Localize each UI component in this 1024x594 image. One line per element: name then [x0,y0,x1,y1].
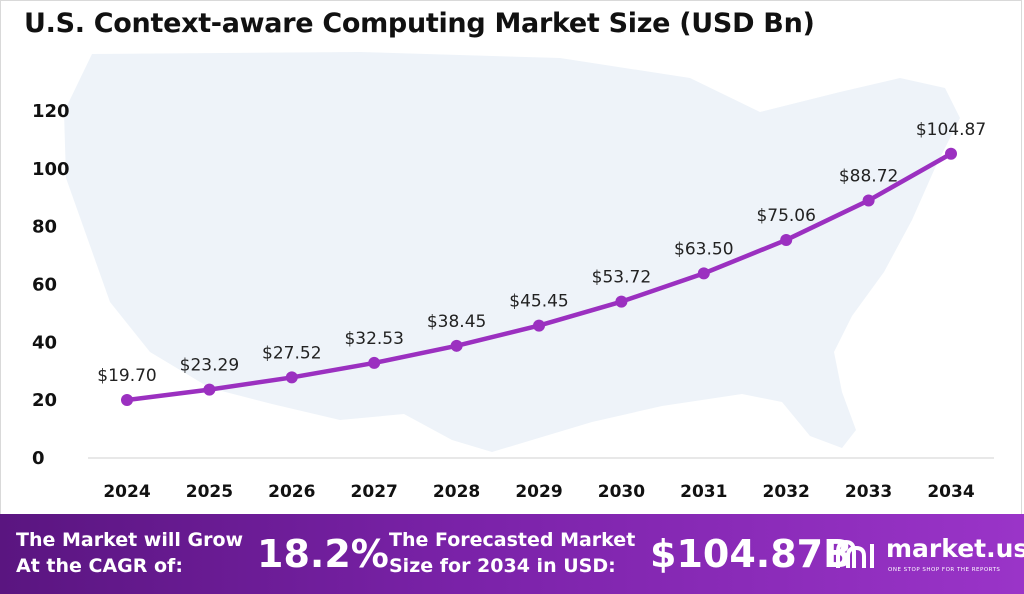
us-map-silhouette [64,52,960,452]
data-label: $27.52 [262,343,321,363]
brand-tagline: ONE STOP SHOP FOR THE REPORTS [888,567,1001,573]
data-labels: $19.70 $23.29 $27.52 $32.53 $38.45 $45.45 $53.… [97,120,986,386]
data-point [121,394,133,407]
y-tick-label: 100 [32,159,70,180]
data-label: $75.06 [756,206,815,226]
data-point [780,233,793,246]
chart-title: U.S. Context-aware Computing Market Size… [24,8,815,39]
x-tick-label: 2026 [268,482,315,502]
data-label: $23.29 [180,356,239,376]
y-tick-label: 40 [32,332,57,353]
market-us-logo-icon [836,539,874,568]
forecast-caption: The Forecasted Market Size for 2034 in U… [389,527,635,579]
data-point [615,295,628,308]
x-tick-label: 2029 [515,482,562,502]
y-tick-label: 20 [32,390,57,411]
cagr-caption-line1: The Market will Grow [16,529,244,551]
x-tick-label: 2034 [927,482,974,502]
cagr-caption-line2: At the CAGR of: [16,555,183,577]
x-tick-label: 2032 [763,482,810,502]
forecast-caption-line1: The Forecasted Market [389,529,636,551]
data-label: $19.70 [97,366,156,386]
footer-banner: The Market will Grow At the CAGR of: 18.… [0,514,1024,594]
y-tick-label: 80 [32,217,57,238]
data-label: $45.45 [509,292,568,312]
data-label: $63.50 [674,239,733,259]
x-tick-label: 2027 [351,482,398,502]
data-point [285,371,298,384]
data-label: $53.72 [592,268,651,288]
cagr-caption: The Market will Grow At the CAGR of: [16,527,243,579]
data-label: $88.72 [839,166,898,186]
x-tick-label: 2030 [598,482,645,502]
x-tick-label: 2025 [186,482,233,502]
y-tick-label: 120 [32,101,70,122]
data-point [203,383,216,396]
data-label: $104.87 [916,120,986,140]
y-tick-label: 0 [32,448,45,469]
x-tick-label: 2028 [433,482,480,502]
x-tick-label: 2033 [845,482,892,502]
x-tick-label: 2031 [680,482,727,502]
data-label: $38.45 [427,312,486,332]
data-label: $32.53 [344,329,403,349]
line-chart: 0 20 40 60 80 100 120 2024 2025 2026 2027 2028 2029… [32,52,994,502]
forecast-caption-line2: Size for 2034 in USD: [389,555,616,577]
y-axis: 0 20 40 60 80 100 120 [32,101,70,469]
data-points [121,147,957,407]
cagr-value: 18.2% [257,532,389,576]
data-point [450,339,463,352]
y-tick-label: 60 [32,275,57,296]
data-point [945,147,957,160]
data-point [697,267,710,280]
data-point [862,194,875,207]
data-point [368,356,381,369]
x-axis: 2024 2025 2026 2027 2028 2029 2030 2031 2032 2033… [88,457,994,502]
x-tick-label: 2024 [103,482,150,502]
brand-name: market.us [886,534,1024,563]
forecast-value: $104.87B [650,532,853,576]
data-point [533,319,545,332]
